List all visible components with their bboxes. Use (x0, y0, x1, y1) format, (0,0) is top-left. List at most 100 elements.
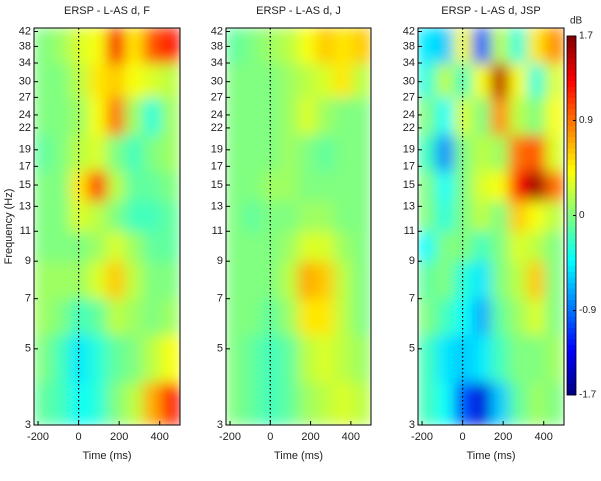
heatmap-cell (243, 62, 263, 98)
colorbar-segment (567, 310, 576, 317)
colorbar-segment (567, 299, 576, 306)
x-tick-label: 400 (151, 431, 169, 443)
heatmap-cell (124, 200, 144, 232)
heatmap-cell (490, 96, 510, 136)
heatmap-cell (490, 230, 510, 262)
heatmap-cell (124, 62, 144, 98)
heatmap-cell (124, 298, 144, 336)
y-tick-label: 15 (211, 179, 223, 191)
colorbar-segment (567, 209, 576, 216)
heatmap-cell (243, 381, 263, 425)
y-tick-label: 11 (20, 225, 31, 237)
x-tick-label: -200 (219, 431, 241, 443)
chart-title: ERSP - L-AS d, F (64, 5, 150, 17)
colorbar-segment (567, 265, 576, 272)
colorbar-segment (567, 304, 576, 312)
y-tick-label: 38 (19, 40, 31, 52)
heatmap-cell (70, 170, 90, 202)
heatmap-cell (527, 134, 547, 172)
heatmap-cell (143, 62, 163, 98)
y-tick-label: 7 (409, 293, 415, 305)
heatmap-cell (298, 260, 318, 300)
heatmap-cell (490, 28, 510, 64)
colorbar-tick-label: 0 (579, 210, 585, 221)
heatmap-cell (143, 28, 163, 64)
heatmap-cell (545, 28, 564, 64)
heatmap-cell (261, 298, 281, 336)
colorbar-segment (567, 215, 576, 222)
heatmap-cell (243, 134, 263, 172)
heatmap-cell (490, 298, 510, 336)
y-axis-label: Frequency (Hz) (3, 189, 15, 265)
heatmap-cell (472, 334, 492, 383)
x-tick-label: 400 (535, 431, 553, 443)
heatmap-cell (161, 96, 180, 136)
y-tick-label: 22 (403, 122, 415, 134)
y-tick-label: 42 (211, 25, 223, 37)
colorbar-segment (567, 271, 576, 278)
heatmap (418, 28, 564, 425)
heatmap-cell (352, 28, 371, 64)
heatmap-cell (88, 230, 108, 262)
heatmap-cell (88, 200, 108, 232)
y-tick-label: 5 (409, 343, 415, 355)
colorbar-segment (567, 377, 576, 385)
colorbar-label: dB (570, 16, 583, 27)
heatmap-cell (261, 28, 281, 64)
heatmap-cell (298, 381, 318, 425)
heatmap-cell (124, 260, 144, 300)
y-tick-label: 11 (404, 225, 415, 237)
heatmap-cell (490, 200, 510, 232)
x-axis-label: Time (ms) (274, 450, 323, 462)
heatmap-cell (106, 230, 126, 262)
heatmap-cell (472, 230, 492, 262)
heatmap-cell (143, 260, 163, 300)
heatmap-cell (243, 96, 263, 136)
heatmap-cell (88, 381, 108, 425)
heatmap-cell (51, 260, 71, 300)
y-tick-label: 19 (19, 144, 31, 156)
heatmap-cell (334, 260, 354, 300)
colorbar-segment (567, 338, 576, 345)
y-tick-label: 19 (211, 144, 223, 156)
heatmap-cell (106, 334, 126, 383)
heatmap-cell (352, 96, 371, 136)
heatmap-cell (70, 96, 90, 136)
x-tick-label: 200 (110, 431, 128, 443)
heatmap-cell (435, 298, 455, 336)
heatmap-cell (226, 170, 245, 202)
y-tick-label: 7 (217, 293, 223, 305)
heatmap-cell (34, 28, 53, 64)
y-tick-label: 13 (19, 200, 31, 212)
x-tick-label: -200 (411, 431, 433, 443)
heatmap-cell (527, 62, 547, 98)
heatmap-cell (70, 298, 90, 336)
heatmap-cell (226, 96, 245, 136)
heatmap-cell (279, 334, 299, 383)
heatmap-cell (70, 62, 90, 98)
heatmap-cell (161, 260, 180, 300)
y-tick-label: 7 (25, 293, 31, 305)
heatmap-cell (418, 260, 437, 300)
colorbar-segment (567, 321, 576, 328)
heatmap-cell (316, 134, 336, 172)
heatmap-cell (106, 298, 126, 336)
heatmap-cell (545, 260, 564, 300)
heatmap-cell (161, 298, 180, 336)
heatmap-cell (334, 62, 354, 98)
colorbar-segment (567, 46, 576, 54)
heatmap-cell (161, 200, 180, 232)
colorbar-segment (567, 327, 576, 334)
heatmap-cell (472, 381, 492, 425)
colorbar-segment (567, 119, 576, 127)
x-tick-label: 0 (460, 431, 466, 443)
heatmap-cell (88, 28, 108, 64)
colorbar-segment (567, 153, 576, 160)
heatmap-cell (298, 134, 318, 172)
heatmap-cell (261, 170, 281, 202)
colorbar-segment (567, 248, 576, 256)
heatmap-cell (545, 200, 564, 232)
heatmap-cell (106, 134, 126, 172)
heatmap-cell (527, 200, 547, 232)
